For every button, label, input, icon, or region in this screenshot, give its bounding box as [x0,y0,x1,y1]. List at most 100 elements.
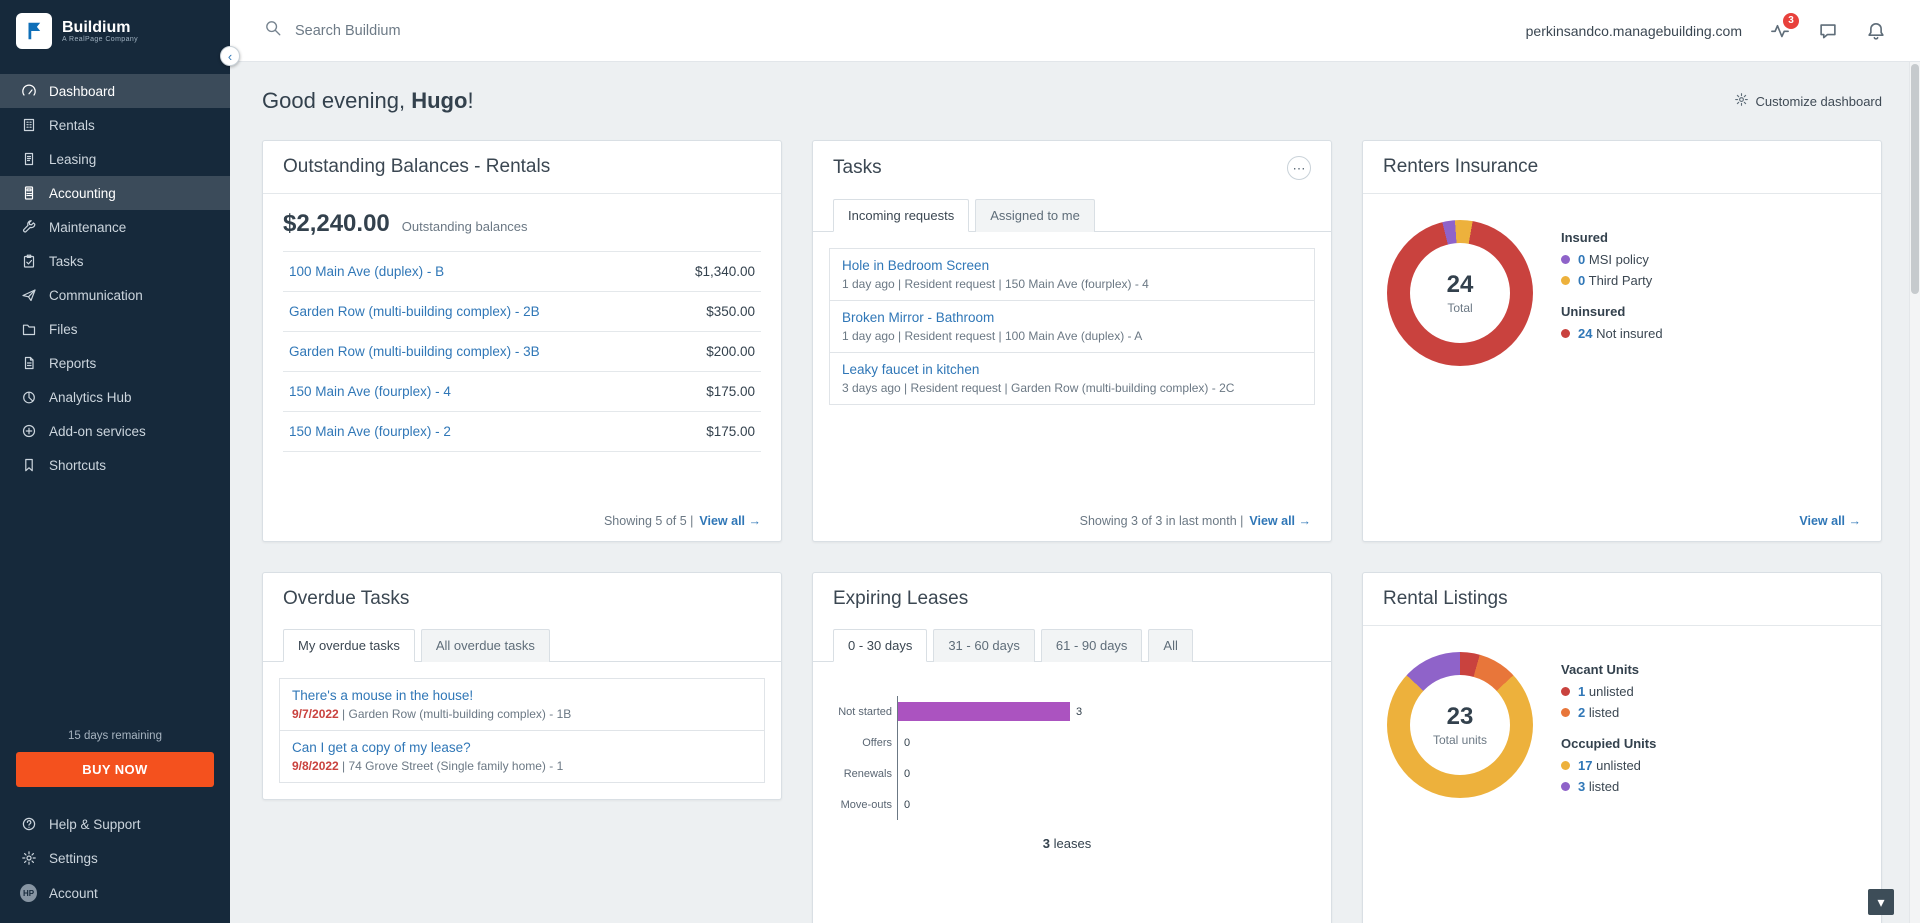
gear-icon [1734,92,1749,110]
property-link[interactable]: 150 Main Ave (fourplex) - 4 [289,384,451,399]
sidebar-item-help-support[interactable]: Help & Support [0,807,230,841]
overdue-tabs: My overdue tasks All overdue tasks [263,614,781,662]
tab-61-90-days[interactable]: 61 - 90 days [1040,629,1143,662]
sidebar-item-files[interactable]: Files [0,312,230,346]
sidebar-item-label: Accounting [49,185,116,201]
list-item[interactable]: Can I get a copy of my lease? 9/8/2022 |… [280,731,764,782]
legend-item-not-insured[interactable]: 24 Not insured [1561,326,1663,341]
sidebar-item-settings[interactable]: Settings [0,841,230,875]
add-circle-icon [20,423,37,439]
task-title[interactable]: Can I get a copy of my lease? [292,740,471,755]
sidebar-item-reports[interactable]: Reports [0,346,230,380]
buildium-logo[interactable]: Buildium A RealPage Company [0,0,230,62]
bar-value: 0 [904,736,911,749]
tab-my-overdue-tasks[interactable]: My overdue tasks [283,629,415,662]
bar-value: 3 [1076,705,1083,718]
red-dot-icon [1561,329,1570,338]
sidebar-item-dashboard[interactable]: Dashboard [0,74,230,108]
sidebar-item-maintenance[interactable]: Maintenance [0,210,230,244]
property-link[interactable]: Garden Row (multi-building complex) - 3B [289,344,540,359]
legend-item-occupied-listed[interactable]: 3 listed [1561,779,1656,794]
scrollbar-thumb[interactable] [1911,64,1919,294]
list-item[interactable]: Hole in Bedroom Screen 1 day ago | Resid… [830,249,1314,301]
tab-incoming-requests[interactable]: Incoming requests [833,199,970,232]
renters-insurance-card: Renters Insurance 24 Total Insured [1362,140,1882,542]
sidebar-item-accounting[interactable]: Accounting [0,176,230,210]
card-title: Outstanding Balances - Rentals [283,156,551,177]
task-title[interactable]: Leaky faucet in kitchen [842,362,980,377]
task-meta: 1 day ago | Resident request | 150 Main … [842,277,1149,291]
gauge-icon [20,83,37,99]
chat-icon[interactable] [1818,21,1838,41]
sidebar-item-label: Files [49,321,78,337]
table-row: 150 Main Ave (fourplex) - 2 $175.00 [283,412,761,452]
global-search [264,19,635,42]
task-title[interactable]: Hole in Bedroom Screen [842,258,990,273]
activity-pulse-icon[interactable]: 3 [1770,12,1799,41]
view-all-link[interactable]: View all → [1799,514,1861,528]
donut-total: 23 [1446,703,1474,730]
expiring-leases-card: Expiring Leases 0 - 30 days 31 - 60 days… [812,572,1332,923]
view-all-link[interactable]: View all → [1249,514,1311,528]
lease-document-icon [20,151,37,167]
sidebar-item-addon-services[interactable]: Add-on services [0,414,230,448]
buy-now-button[interactable]: BUY NOW [16,752,214,787]
paper-plane-icon [20,287,37,303]
property-link[interactable]: 150 Main Ave (fourplex) - 2 [289,424,451,439]
pie-chart-icon [20,389,37,405]
tab-all-overdue-tasks[interactable]: All overdue tasks [420,629,550,662]
tasks-tabs: Incoming requests Assigned to me [813,184,1331,232]
list-item[interactable]: There's a mouse in the house! 9/7/2022 |… [280,679,764,731]
legend-item-vacant-unlisted[interactable]: 1 unlisted [1561,684,1656,699]
card-menu-button[interactable]: ⋯ [1287,156,1311,180]
card-title: Rental Listings [1383,588,1508,609]
tab-31-60-days[interactable]: 31 - 60 days [933,629,1035,662]
property-link[interactable]: Garden Row (multi-building complex) - 2B [289,304,540,319]
task-title[interactable]: There's a mouse in the house! [292,688,474,703]
search-input[interactable] [295,22,635,39]
trial-days-remaining: 15 days remaining [68,730,162,742]
sidebar-collapse-button[interactable]: ‹ [220,46,240,66]
sidebar-item-analytics-hub[interactable]: Analytics Hub [0,380,230,414]
sidebar-item-label: Tasks [49,253,84,269]
sidebar-item-communication[interactable]: Communication [0,278,230,312]
bar-value: 0 [904,767,911,780]
view-all-link[interactable]: View all → [699,514,761,528]
task-title[interactable]: Broken Mirror - Bathroom [842,310,995,325]
legend-item-vacant-listed[interactable]: 2 listed [1561,705,1656,720]
report-document-icon [20,355,37,371]
bell-icon[interactable] [1866,21,1886,41]
legend-item-occupied-unlisted[interactable]: 17 unlisted [1561,758,1656,773]
customize-label: Customize dashboard [1755,93,1882,109]
sidebar-nav: Dashboard Rentals Leasing Accounting Mai… [0,74,230,482]
task-meta: | 74 Grove Street (Single family home) -… [338,759,564,773]
page-scrollbar[interactable] [1909,62,1920,923]
amber-dot-icon [1561,761,1570,770]
sidebar-item-account[interactable]: HP Account [0,875,230,911]
tasks-card: Tasks ⋯ Incoming requests Assigned to me… [812,140,1332,542]
property-link[interactable]: 100 Main Ave (duplex) - B [289,264,445,279]
tab-all[interactable]: All [1148,629,1193,662]
customize-dashboard-button[interactable]: Customize dashboard [1734,92,1882,110]
listings-donut-chart: 23 Total units [1387,652,1533,798]
sidebar-item-label: Communication [49,287,143,303]
tab-assigned-to-me[interactable]: Assigned to me [975,199,1095,232]
sidebar-item-shortcuts[interactable]: Shortcuts [0,448,230,482]
sidebar-item-leasing[interactable]: Leasing [0,142,230,176]
folder-icon [20,321,37,337]
sidebar-item-tasks[interactable]: Tasks [0,244,230,278]
logo-tagline: A RealPage Company [62,36,139,44]
listings-chart-area: 23 Total units Vacant Units 1 unlisted [1363,626,1881,800]
list-item[interactable]: Broken Mirror - Bathroom 1 day ago | Res… [830,301,1314,353]
legend-heading: Vacant Units [1561,662,1640,677]
list-item[interactable]: Leaky faucet in kitchen 3 days ago | Res… [830,353,1314,404]
scroll-down-button[interactable]: ▾ [1868,889,1894,915]
legend-item-msi-policy[interactable]: 0 MSI policy [1561,252,1663,267]
tab-0-30-days[interactable]: 0 - 30 days [833,629,928,662]
legend-item-third-party[interactable]: 0 Third Party [1561,273,1663,288]
bookmark-icon [20,457,37,473]
donut-total: 24 [1446,271,1474,298]
sidebar-item-rentals[interactable]: Rentals [0,108,230,142]
chart-category-label: Not started [838,705,892,718]
